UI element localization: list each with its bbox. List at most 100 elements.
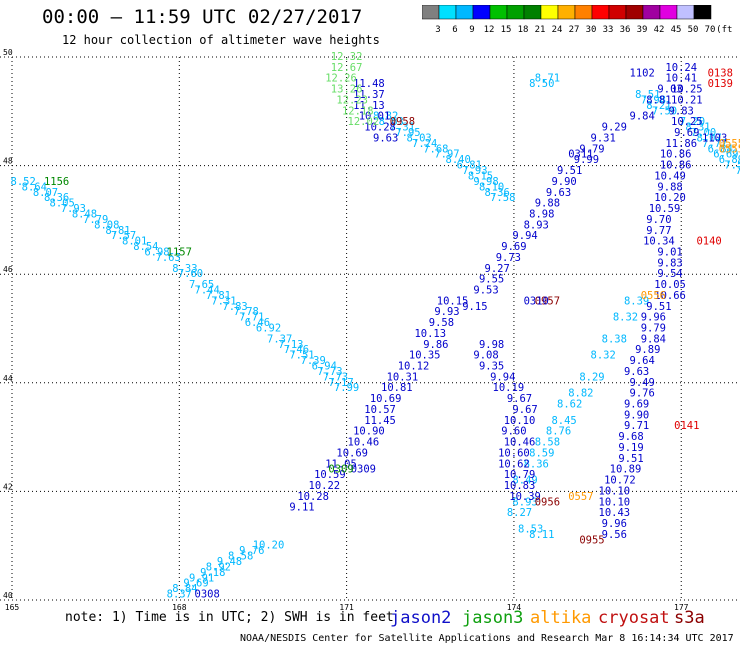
data-point-label: 8.33 xyxy=(172,263,197,275)
data-point-label: 10.21 xyxy=(671,94,703,106)
data-point-label: 8.81 xyxy=(646,94,671,106)
data-point-label: 10.20 xyxy=(654,192,686,204)
data-point-label: 0309 xyxy=(328,464,353,476)
colorbar-label: 39 xyxy=(637,25,648,35)
legend-jason3: jason3 xyxy=(462,608,524,628)
data-point-label: 8.64 xyxy=(22,181,47,193)
data-point-label: 8.15 xyxy=(468,170,493,182)
data-point-label: 9.55 xyxy=(479,274,504,286)
data-point-label: 9.56 xyxy=(602,529,627,541)
data-point-label: 13.26 xyxy=(331,84,363,96)
data-point-label: 8.11 xyxy=(529,529,554,541)
y-tick-label: 50 xyxy=(3,48,13,57)
data-point-label: 9.67 xyxy=(507,393,532,405)
data-point-label: 7.17 xyxy=(328,377,353,389)
data-point-label: 10.46 xyxy=(348,437,380,449)
data-point-label: 8.82 xyxy=(373,111,398,123)
data-point-label: 7.46 xyxy=(284,344,309,356)
data-point-label: 7.93 xyxy=(61,203,86,215)
data-point-label: 7.95 xyxy=(395,127,420,139)
data-point-label: 10.41 xyxy=(665,73,697,85)
data-point-label: 9.94 xyxy=(490,371,515,383)
data-point-label: 9.19 xyxy=(618,442,643,454)
colorbar-label: 50 xyxy=(688,25,699,35)
data-point-label: 8.05 xyxy=(50,198,75,210)
data-point-label: 7.73 xyxy=(317,366,342,378)
x-tick-label: 165 xyxy=(5,603,20,612)
data-point-label: 9.86 xyxy=(423,339,448,351)
colorbar-label: 9 xyxy=(469,25,474,35)
data-point-label: 9.08 xyxy=(473,350,498,362)
data-point-label: 0310 xyxy=(524,295,549,307)
data-point-label: 10.19 xyxy=(493,382,525,394)
data-point-label: 9.94 xyxy=(512,230,537,242)
data-point-label: 6.89 xyxy=(719,154,740,166)
data-point-label: 6.94 xyxy=(312,361,337,373)
data-point-label: 8.52 xyxy=(11,176,36,188)
data-point-label: 10.35 xyxy=(409,350,441,362)
data-point-label: 8.39 xyxy=(624,295,649,307)
data-point-label: 8.36 xyxy=(485,187,510,199)
data-point-label: 10.25 xyxy=(671,84,703,96)
data-point-label: 6.81 xyxy=(457,160,482,172)
data-point-label: 7.71 xyxy=(239,312,264,324)
data-point-label: 9.11 xyxy=(289,502,314,514)
data-point-label: 12.32 xyxy=(331,51,363,63)
data-point-label: 9.79 xyxy=(579,143,604,155)
data-point-label: 9.51 xyxy=(557,165,582,177)
data-point-label: 7.31 xyxy=(211,295,236,307)
data-point-label: 10.81 xyxy=(381,382,413,394)
data-point-label: 0555 xyxy=(719,143,740,155)
data-point-label: 7.63 xyxy=(156,252,181,264)
data-point-label: 12.26 xyxy=(325,73,357,85)
data-point-label: 10.66 xyxy=(654,290,686,302)
legend-note: note: 1) Time is in UTC; 2) SWH is in fe… xyxy=(65,610,394,625)
x-tick-label: 168 xyxy=(172,603,187,612)
colorbar-label: 15 xyxy=(501,25,512,35)
data-point-label: 9.77 xyxy=(646,225,671,237)
data-point-label: 8.93 xyxy=(512,496,537,508)
data-point-label: 9.69 xyxy=(183,578,208,590)
data-point-label: 9.84 xyxy=(641,333,666,345)
data-point-label: 9.67 xyxy=(512,404,537,416)
data-point-label: 8.92 xyxy=(206,561,231,573)
colorbar-label: 18 xyxy=(518,25,529,35)
data-point-label: 6.69 xyxy=(713,149,738,161)
colorbar-label: 45 xyxy=(671,25,682,35)
data-point-label: 9.29 xyxy=(602,122,627,134)
data-point-label: 9.18 xyxy=(200,567,225,579)
data-point-label: 10.90 xyxy=(353,426,385,438)
data-point-label: 9.15 xyxy=(462,301,487,313)
data-point-label: 1157 xyxy=(167,246,192,258)
data-point-label: 9.83 xyxy=(657,257,682,269)
data-point-label: 7.31 xyxy=(390,122,415,134)
data-point-label: 8.37 xyxy=(167,589,192,601)
data-point-label: 0956 xyxy=(535,496,560,508)
data-point-label: 7.65 xyxy=(189,279,214,291)
y-tick-label: 42 xyxy=(3,482,13,491)
data-point-label: 7.83 xyxy=(222,301,247,313)
data-point-label: 6.46 xyxy=(245,317,270,329)
data-point-label: 7.37 xyxy=(267,333,292,345)
data-point-label: 9.99 xyxy=(574,154,599,166)
data-point-label: 8.82 xyxy=(568,388,593,400)
data-point-label: 7.98 xyxy=(641,94,666,106)
colorbar-swatch xyxy=(693,5,712,20)
data-point-label: 10.22 xyxy=(309,480,341,492)
data-point-label: 8.36 xyxy=(44,192,69,204)
data-point-label: 10.79 xyxy=(504,469,536,481)
legend-altika: altika xyxy=(530,608,592,628)
legend-jason2: jason2 xyxy=(390,608,452,628)
data-point-label: 9.35 xyxy=(479,361,504,373)
colorbar-label: 33 xyxy=(603,25,614,35)
data-point-label: 8.84 xyxy=(172,583,197,595)
data-point-label: 0555 xyxy=(719,138,740,150)
data-point-label: 10.86 xyxy=(660,160,692,172)
data-point-label: 0957 xyxy=(535,295,560,307)
data-point-label: 8.07 xyxy=(696,132,721,144)
data-point-label: 0138 xyxy=(708,67,733,79)
data-point-label: 7.44 xyxy=(195,284,220,296)
data-point-label: 9.91 xyxy=(189,572,214,584)
data-point-label: 0955 xyxy=(579,534,604,546)
